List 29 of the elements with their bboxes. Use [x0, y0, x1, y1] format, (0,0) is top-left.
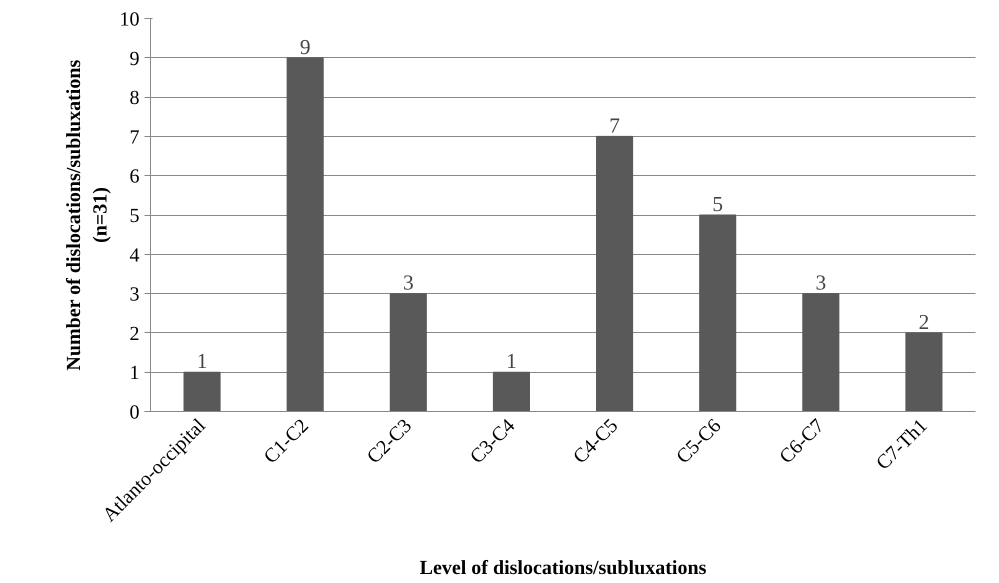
- x-axis-title: Level of dislocations/subluxations: [420, 556, 707, 579]
- y-tick-label: 7: [130, 126, 140, 148]
- y-tick-label: 2: [130, 322, 140, 345]
- y-tick-label: 4: [130, 244, 140, 266]
- y-tick-label: 9: [130, 48, 140, 70]
- data-label: 9: [300, 34, 311, 59]
- data-label: 3: [815, 270, 826, 295]
- data-label: 7: [609, 113, 620, 138]
- data-label: 1: [196, 349, 208, 374]
- bar: [390, 293, 427, 412]
- y-tick-label: 10: [120, 8, 140, 30]
- bar: [286, 57, 324, 412]
- y-tick-label: 5: [130, 205, 140, 227]
- data-label: 1: [506, 349, 517, 374]
- bar: [184, 372, 221, 412]
- y-tick-label: 3: [130, 284, 140, 306]
- bar: [492, 372, 530, 412]
- y-tick-label: 1: [130, 362, 140, 384]
- bar: [699, 214, 736, 412]
- data-label: 5: [712, 192, 724, 216]
- bar: [905, 332, 942, 412]
- y-tick-label: 6: [130, 166, 140, 188]
- y-tick-label: 0: [130, 402, 140, 424]
- bar: [802, 293, 840, 412]
- y-axis-title: Number of dislocations/subluxations (n=31): [63, 60, 112, 371]
- bar: [596, 136, 634, 412]
- data-label: 3: [402, 270, 414, 295]
- y-tick-label: 8: [130, 87, 140, 110]
- data-label: 2: [918, 310, 930, 334]
